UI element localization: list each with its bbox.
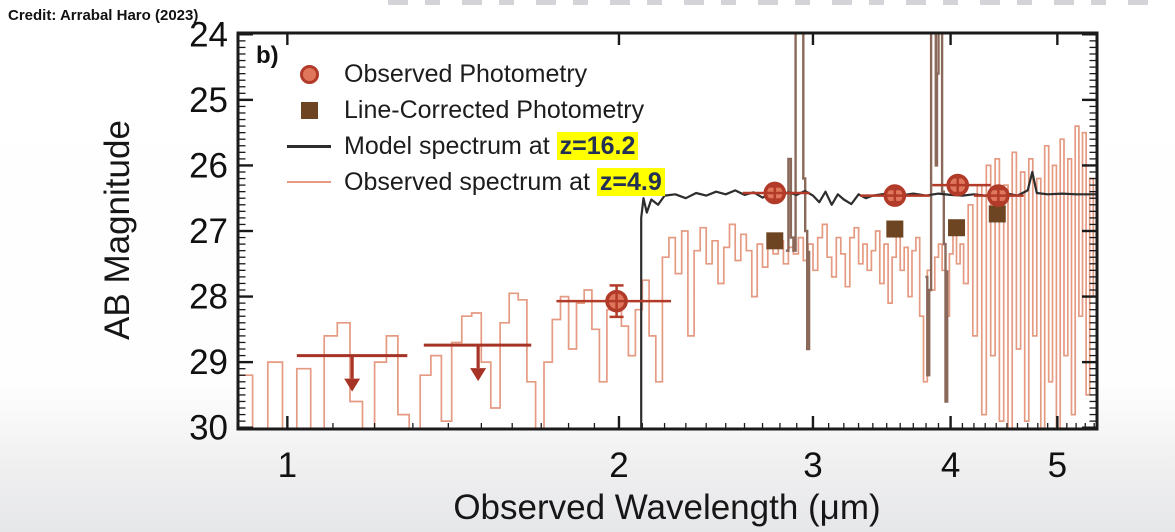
line-corrected-photometry-point — [886, 220, 904, 238]
x-tick-label: 3 — [803, 446, 822, 485]
redshift-highlight: z=4.9 — [596, 167, 665, 196]
y-tick-label: 24 — [189, 15, 228, 54]
y-tick-label: 25 — [189, 81, 228, 120]
legend: Observed Photometry Line-Corrected Photo… — [286, 56, 665, 200]
legend-marker-cell — [286, 64, 332, 84]
panel-label: b) — [256, 42, 279, 69]
x-axis-title: Observed Wavelength (μm) — [453, 488, 881, 527]
legend-item-model-spectrum: Model spectrum at z=16.2 — [286, 128, 665, 164]
x-tick-label: 2 — [609, 446, 628, 485]
y-tick-label: 27 — [189, 212, 228, 251]
axes: 1 2 3 4 5 24 25 26 27 28 29 30 — [189, 15, 1099, 485]
legend-marker-cell — [286, 180, 332, 184]
redshift-highlight: z=16.2 — [556, 131, 639, 160]
photometry-error-bars — [556, 175, 1024, 319]
upper-limit-arrow-head — [344, 378, 361, 392]
line-corrected-photometry — [766, 205, 1006, 250]
legend-label: Model spectrum at z=16.2 — [344, 131, 639, 161]
legend-label: Observed spectrum at z=4.9 — [344, 167, 665, 197]
emission-line-spike — [785, 34, 811, 351]
photometry-circle-icon — [299, 64, 319, 84]
line-corrected-photometry-point — [766, 232, 784, 250]
observed-spectrum-line — [239, 125, 1096, 428]
y-tick-label: 26 — [189, 146, 228, 185]
plot-frame — [236, 31, 1099, 431]
legend-label: Observed Photometry — [344, 59, 588, 88]
upper-limits — [296, 343, 532, 392]
model-line-icon — [287, 144, 331, 148]
legend-marker-cell — [286, 101, 332, 119]
emission-line-spike — [925, 34, 949, 403]
legend-item-observed-photometry: Observed Photometry — [286, 56, 665, 92]
legend-item-observed-spectrum: Observed spectrum at z=4.9 — [286, 164, 665, 200]
line-corrected-photometry-point — [988, 205, 1006, 223]
y-tick-label: 29 — [189, 343, 228, 382]
y-tick-label: 28 — [189, 278, 228, 317]
line-corrected-photometry-point — [948, 219, 966, 237]
x-tick-label: 1 — [278, 446, 297, 485]
legend-marker-cell — [286, 144, 332, 148]
cropped-title-remnant — [388, 0, 1160, 5]
upper-limit-arrow-head — [470, 368, 487, 382]
credit-text: Credit: Arrabal Haro (2023) — [8, 7, 199, 24]
x-tick-label: 4 — [941, 446, 960, 485]
legend-item-line-corrected-photometry: Line-Corrected Photometry — [286, 92, 665, 128]
observed-line-icon — [287, 180, 331, 184]
legend-label: Line-Corrected Photometry — [344, 95, 645, 124]
photometry-square-icon — [300, 101, 318, 119]
x-tick-label: 5 — [1048, 446, 1067, 485]
y-tick-label: 30 — [189, 409, 228, 448]
y-axis-title: AB Magnitude — [98, 120, 137, 340]
